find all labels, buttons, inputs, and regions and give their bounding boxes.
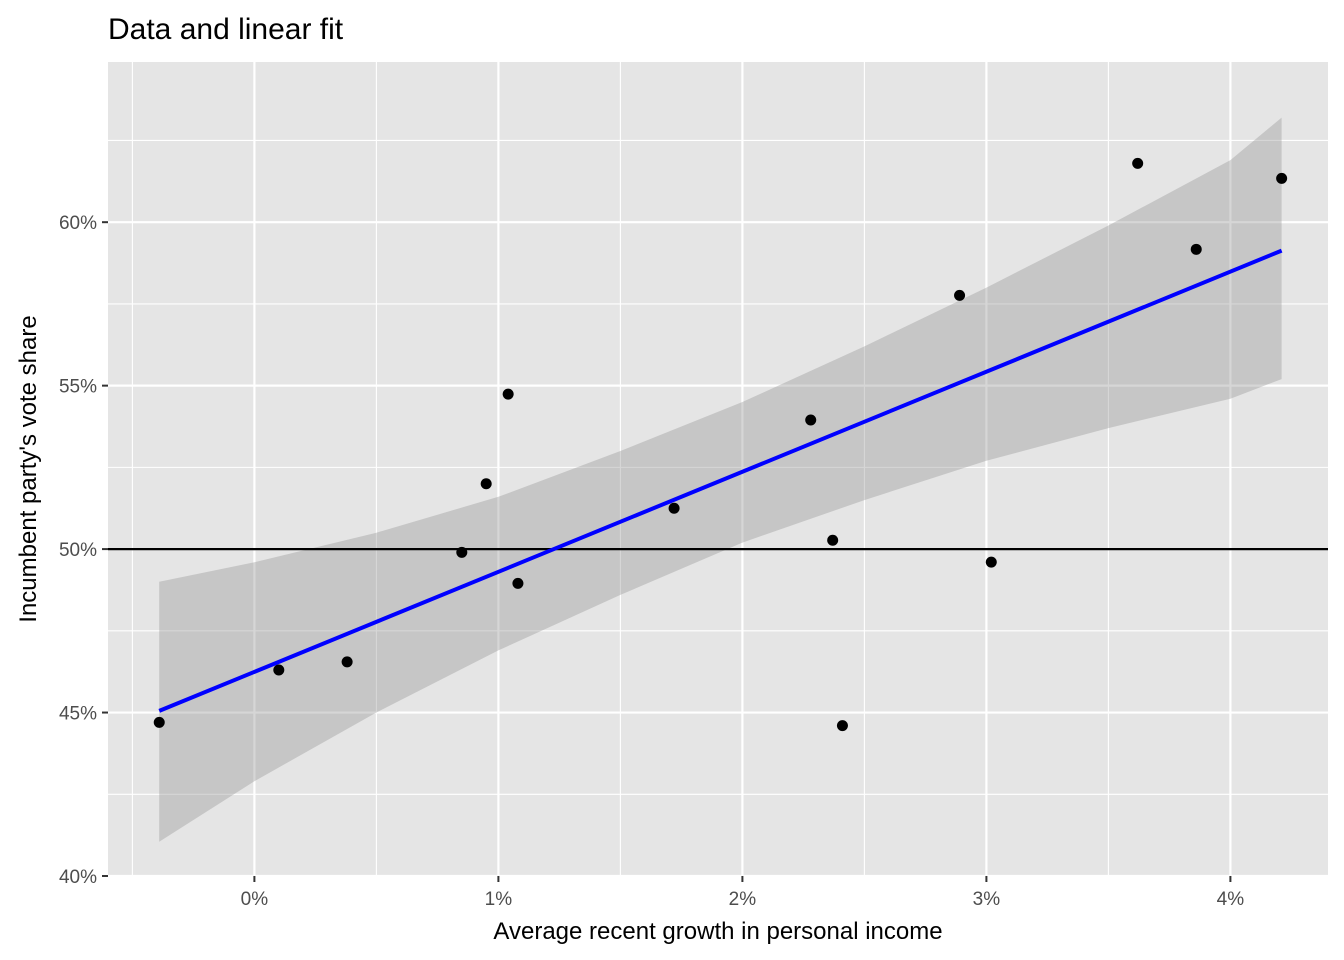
data-point-13 [1132,157,1144,169]
data-point-4 [480,478,492,490]
data-point-1 [273,664,285,676]
y-tick-label-4: 60% [59,213,97,234]
data-points [153,157,1288,732]
data-point-15 [1276,172,1288,184]
data-point-11 [954,289,966,301]
data-point-3 [456,546,468,558]
x-tick-label-4: 4% [1217,889,1245,910]
y-tick-label-3: 55% [59,377,97,398]
x-axis-title: Average recent growth in personal income [493,918,942,945]
y-axis: 40% 45% 50% 55% 60% [59,213,108,888]
data-point-9 [827,534,839,546]
data-point-12 [985,556,997,568]
data-point-7 [668,502,680,514]
minor-gridlines [108,62,1328,876]
fit-line [158,248,1283,713]
plot-panel [108,62,1328,876]
data-point-6 [512,577,524,589]
y-tick-label-0: 40% [59,867,97,888]
y-tick-label-2: 50% [59,540,97,561]
data-point-14 [1190,243,1202,255]
x-tick-label-2: 2% [729,889,757,910]
x-tick-label-3: 3% [973,889,1001,910]
x-tick-label-0: 0% [241,889,269,910]
data-point-10 [836,720,848,732]
data-point-5 [502,388,514,400]
chart-title: Data and linear fit [108,13,344,46]
data-point-8 [805,414,817,426]
data-point-0 [153,716,165,728]
x-axis: 0% 1% 2% 3% 4% [241,876,1245,910]
data-point-2 [341,656,353,668]
y-axis-title: Incumbent party's vote share [15,315,42,622]
y-tick-label-1: 45% [59,704,97,725]
x-tick-label-1: 1% [485,889,513,910]
